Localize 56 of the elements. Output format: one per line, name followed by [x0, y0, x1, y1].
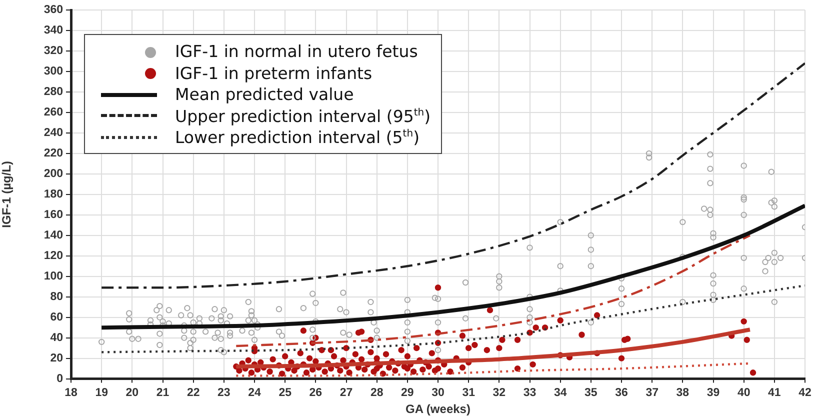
- x-tick-label: 38: [676, 386, 690, 399]
- x-tick-label: 29: [401, 386, 414, 399]
- x-tick-label: 41: [768, 386, 782, 399]
- y-tick-label: 180: [44, 188, 63, 201]
- y-tick-label: 340: [44, 24, 63, 37]
- x-tick-label: 35: [584, 386, 598, 399]
- y-tick-label: 240: [44, 127, 63, 140]
- y-tick-label: 40: [50, 332, 63, 344]
- y-tick-label: 200: [44, 168, 63, 180]
- y-tick-label: 280: [44, 86, 63, 98]
- y-tick-label: 140: [44, 230, 63, 242]
- x-tick-label: 24: [248, 386, 262, 399]
- line-series: [100, 284, 805, 354]
- x-tick-label: 39: [706, 386, 720, 399]
- y-tick-label: 220: [44, 148, 63, 160]
- line-series: [100, 62, 805, 289]
- line-series: [100, 204, 805, 330]
- x-tick-label: 42: [798, 386, 812, 399]
- x-tick-label: 36: [615, 386, 628, 399]
- line-series: [235, 234, 752, 348]
- y-tick-label: 100: [44, 270, 63, 283]
- x-tick-label: 37: [646, 386, 658, 399]
- x-tick-label: 20: [126, 386, 139, 399]
- x-tick-label: 33: [523, 386, 536, 399]
- x-tick-label: 40: [737, 386, 750, 399]
- x-axis-title: GA (weeks): [406, 402, 470, 416]
- y-axis-title: IGF-1 (µg/L): [0, 160, 14, 228]
- x-tick-label: 25: [278, 386, 292, 399]
- x-tick-label: 18: [64, 386, 78, 399]
- line-series: [234, 328, 752, 369]
- x-tick-label: 31: [462, 386, 476, 399]
- legend-label: Lower prediction interval (5$^{th}$): [175, 128, 420, 148]
- x-tick-label: 22: [186, 386, 200, 399]
- x-tick-label: 26: [309, 386, 322, 399]
- y-tick-label: 60: [50, 312, 63, 324]
- x-tick-label: 19: [95, 386, 108, 399]
- legend-label: IGF-1 in normal in utero fetus: [175, 42, 418, 62]
- y-tick-label: 20: [50, 352, 63, 364]
- x-tick-label: 28: [370, 386, 384, 399]
- y-tick-label: 360: [44, 4, 63, 16]
- x-tick-label: 23: [218, 386, 230, 399]
- x-tick-label: 32: [492, 386, 506, 399]
- x-tick-label: 34: [554, 386, 568, 399]
- y-tick-label: 320: [44, 45, 63, 58]
- y-tick-label: 0: [56, 372, 63, 385]
- y-tick-label: 160: [44, 209, 63, 222]
- x-tick-label: 30: [432, 386, 444, 399]
- legend-label: Mean predicted value: [175, 85, 354, 104]
- x-tick-label: 27: [340, 386, 353, 399]
- legend-label: Upper prediction interval (95$^{th}$): [175, 106, 431, 126]
- y-tick-label: 300: [44, 66, 63, 78]
- x-tick-label: 21: [156, 386, 170, 399]
- y-tick-label: 120: [44, 250, 63, 262]
- y-tick-label: 260: [44, 106, 63, 119]
- y-tick-label: 80: [50, 291, 63, 304]
- legend-label: IGF-1 in preterm infants: [175, 64, 372, 83]
